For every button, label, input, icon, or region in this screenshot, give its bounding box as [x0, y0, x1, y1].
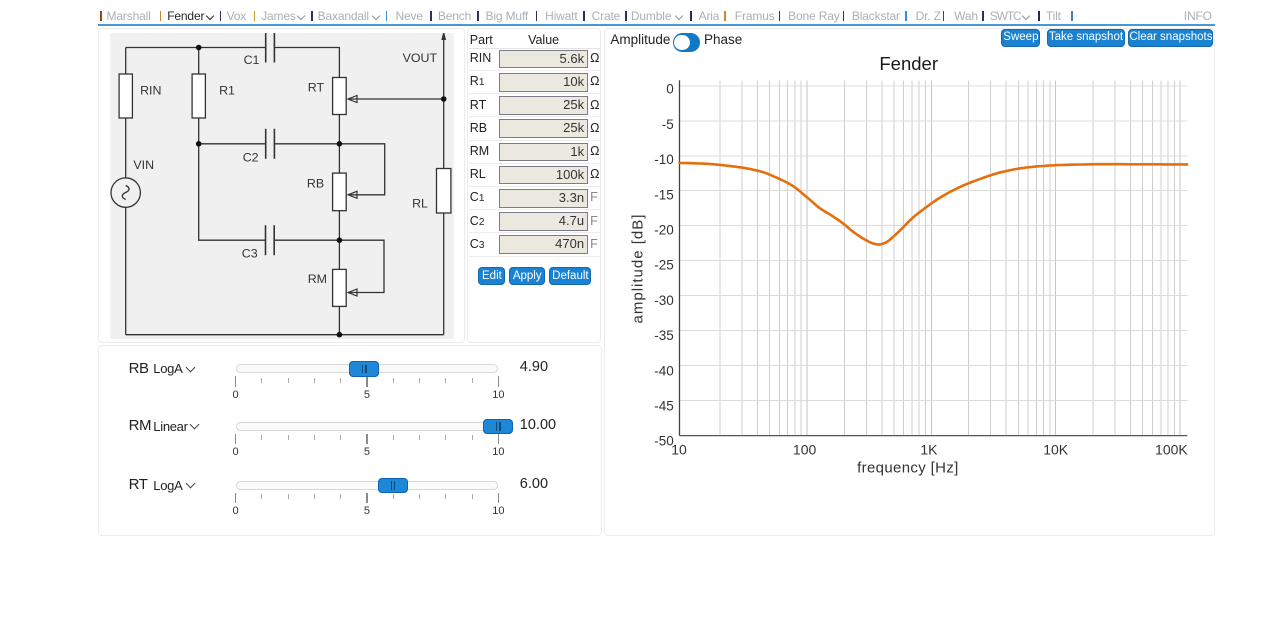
svg-text:-10: -10 — [654, 152, 674, 167]
svg-text:RIN: RIN — [140, 84, 161, 98]
svg-text:VOUT: VOUT — [402, 51, 437, 65]
svg-text:100: 100 — [793, 441, 817, 457]
svg-text:1K: 1K — [921, 441, 939, 457]
svg-text:-5: -5 — [662, 117, 674, 132]
svg-text:R1: R1 — [219, 84, 235, 98]
svg-text:RB: RB — [306, 177, 323, 191]
svg-text:10K: 10K — [1043, 441, 1069, 457]
svg-text:10: 10 — [671, 441, 687, 457]
svg-text:-15: -15 — [654, 187, 674, 202]
svg-text:C2: C2 — [242, 150, 258, 164]
svg-text:RL: RL — [412, 197, 428, 211]
svg-text:RM: RM — [307, 272, 326, 286]
svg-text:100K: 100K — [1155, 441, 1188, 457]
svg-text:-40: -40 — [654, 363, 674, 378]
svg-text:VIN: VIN — [133, 158, 154, 172]
svg-text:C1: C1 — [243, 53, 259, 67]
svg-text:-35: -35 — [654, 328, 674, 343]
svg-text:amplitude [dB]: amplitude [dB] — [629, 213, 646, 323]
svg-text:-25: -25 — [654, 258, 674, 273]
svg-text:C3: C3 — [241, 247, 257, 261]
svg-text:-20: -20 — [654, 222, 674, 237]
svg-text:-45: -45 — [654, 398, 674, 413]
svg-text:-30: -30 — [654, 293, 674, 308]
svg-text:RT: RT — [307, 81, 324, 95]
svg-text:-50: -50 — [654, 434, 674, 449]
svg-text:0: 0 — [666, 82, 674, 97]
svg-text:frequency [Hz]: frequency [Hz] — [857, 459, 959, 476]
